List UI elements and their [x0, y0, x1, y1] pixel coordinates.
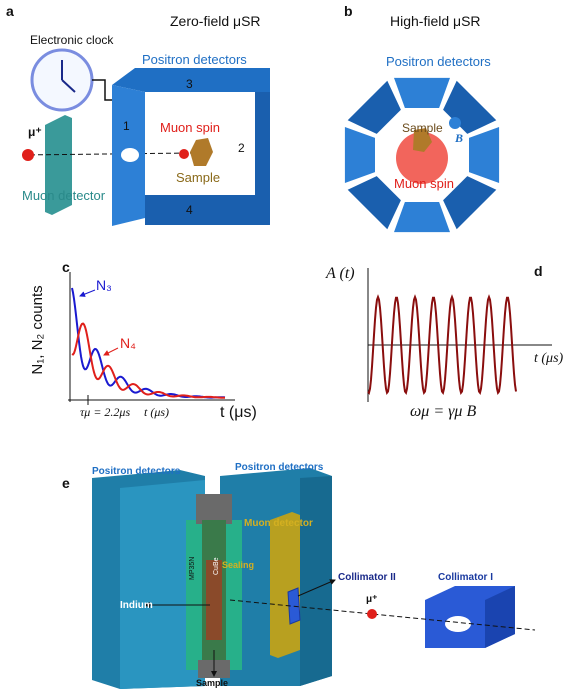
collimator-1-label: Collimator I [438, 572, 493, 583]
detector-4 [145, 195, 270, 225]
detector-right-side [300, 476, 332, 686]
panel-label: a [6, 3, 14, 19]
indium-label: Indium [120, 600, 153, 611]
panel-title: High-field μSR [390, 13, 481, 29]
detector-segment [348, 81, 401, 134]
formula: ωμ = γμ B [410, 403, 476, 420]
panel-c: c N₁, N₂ counts N₃ N₄ τμ = 2.2μs t (μs) … [29, 259, 257, 421]
y-label: A (t) [325, 265, 355, 282]
panel-e: e Positron detectors Positron detectors … [62, 462, 535, 689]
x-label-small: t (μs) [144, 405, 169, 419]
muon [22, 149, 34, 161]
detector-segment [345, 127, 375, 183]
muon-detector [270, 512, 300, 658]
detector-segment [469, 127, 499, 183]
lifetime: τμ = 2.2μs [80, 405, 130, 419]
panel-label: e [62, 475, 70, 491]
curve-n3 [72, 288, 225, 398]
detector-segment [394, 202, 450, 232]
curve-n4 [72, 324, 225, 398]
figure: a Zero-field μSR Electronic clock Muon d… [0, 0, 568, 689]
curve-label: N₃ [96, 277, 112, 293]
muon [179, 149, 189, 159]
mp35n-label: MP35N [189, 557, 196, 580]
muon [367, 609, 377, 619]
entry-hole [121, 148, 139, 162]
sealing-label: Sealing [222, 560, 254, 570]
panel-b: b High-field μSR Positron detectors Samp… [344, 3, 499, 232]
detector-number: 4 [186, 203, 193, 217]
panel-label: c [62, 259, 70, 275]
curve-label: N₄ [120, 335, 136, 351]
panel-a: a Zero-field μSR Electronic clock Muon d… [6, 3, 270, 226]
detectors-label: Positron detectors [92, 466, 181, 477]
field-label: B [454, 131, 463, 145]
x-label: t (μs) [534, 351, 564, 366]
spin-label: Muon spin [394, 176, 454, 191]
detector-segment [348, 176, 401, 229]
muon-detector-label: Muon detector [244, 518, 313, 529]
x-label: t (μs) [220, 404, 257, 421]
detector-number: 3 [186, 77, 193, 91]
cube-label: CuBe [213, 557, 220, 575]
sample-label: Sample [196, 678, 228, 688]
page: {"panel_a":{"label":"a","title":"Zero-fi… [0, 0, 568, 689]
detector-number: 1 [123, 119, 130, 133]
panel-label: d [534, 263, 543, 279]
arrow [104, 348, 118, 355]
spin-label: Muon spin [160, 120, 220, 135]
cell-top [196, 494, 232, 524]
field-source [449, 117, 461, 129]
panel-label: b [344, 3, 353, 19]
detectors-label: Positron detectors [235, 462, 324, 473]
muon-label: μ⁺ [366, 594, 377, 605]
muon-detector-label: Muon detector [22, 188, 106, 203]
sample-label: Sample [176, 170, 220, 185]
detectors-label: Positron detectors [142, 52, 247, 67]
detector-segment [394, 78, 450, 108]
sample-label: Sample [402, 121, 443, 135]
collimator-2-label: Collimator II [338, 572, 396, 583]
collimator-hole [445, 616, 471, 632]
panel-d: d A (t) t (μs) ωμ = γμ B [325, 263, 564, 420]
y-label: N₁, N₂ counts [29, 285, 46, 374]
arrow [80, 290, 95, 296]
detectors-label: Positron detectors [386, 54, 491, 69]
clock-label: Electronic clock [30, 33, 114, 47]
muon-label: μ⁺ [28, 125, 42, 139]
detector-number: 2 [238, 141, 245, 155]
panel-title: Zero-field μSR [170, 13, 261, 29]
sample [190, 138, 213, 166]
